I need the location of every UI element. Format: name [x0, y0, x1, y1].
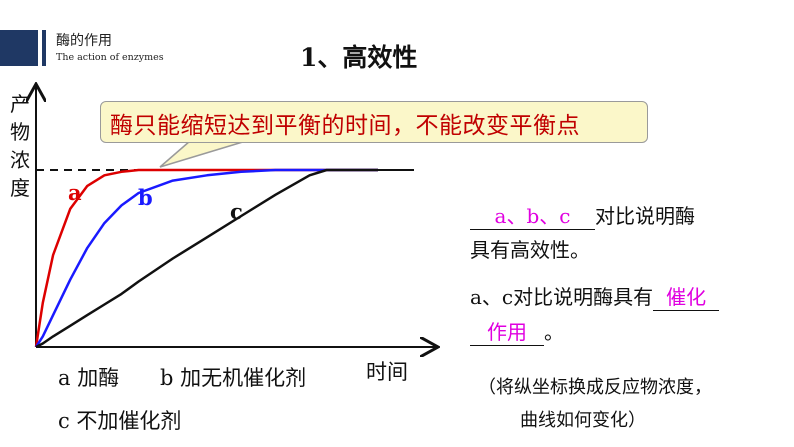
- blank-answer-3: 作用: [470, 316, 544, 346]
- right-line-3-prefix: a、c对比说明酶具有: [470, 285, 654, 309]
- right-line-1: a、b、c 对比说明酶: [470, 200, 695, 230]
- y-axis-label-text: 产物浓度: [10, 92, 30, 200]
- legend-b: b 加无机催化剂: [160, 366, 307, 390]
- callout-box: [100, 101, 648, 143]
- series-line-c: [35, 168, 378, 349]
- blank-answer-2: 催化: [653, 281, 720, 311]
- note-line-1: （将纵坐标换成反应物浓度，: [478, 377, 712, 398]
- main-title: 1、高效性: [300, 43, 418, 72]
- legend-a: a 加酶: [58, 366, 120, 390]
- note-line-2: 曲线如何变化）: [520, 410, 646, 431]
- y-axis-label: 产物浓度: [4, 90, 36, 202]
- legend-c: c 不加催化剂: [58, 409, 182, 433]
- right-line-2: 具有高效性。: [470, 238, 590, 262]
- series-label-c: c: [230, 199, 243, 224]
- right-line-4-suffix: 。: [544, 320, 564, 344]
- callout-text: 酶只能缩短达到平衡的时间，不能改变平衡点: [110, 113, 580, 139]
- series-line-a: [34, 168, 378, 348]
- header-accent-stripe: [42, 30, 46, 66]
- x-axis-label: 时间: [366, 360, 408, 384]
- header-title: 酶的作用: [56, 33, 112, 49]
- series-label-a: a: [68, 180, 82, 205]
- right-line-3: a、c对比说明酶具有 催化: [470, 281, 720, 311]
- header-accent-bar: [0, 30, 38, 66]
- right-line-1-suffix: 对比说明酶: [595, 204, 695, 228]
- series-label-b: b: [138, 185, 153, 210]
- blank-answer-1: a、b、c: [470, 200, 595, 230]
- right-line-4: 作用。: [470, 316, 564, 346]
- series-line-b: [34, 168, 378, 348]
- callout-pointer: [159, 140, 247, 168]
- header-subtitle: The action of enzymes: [56, 52, 164, 63]
